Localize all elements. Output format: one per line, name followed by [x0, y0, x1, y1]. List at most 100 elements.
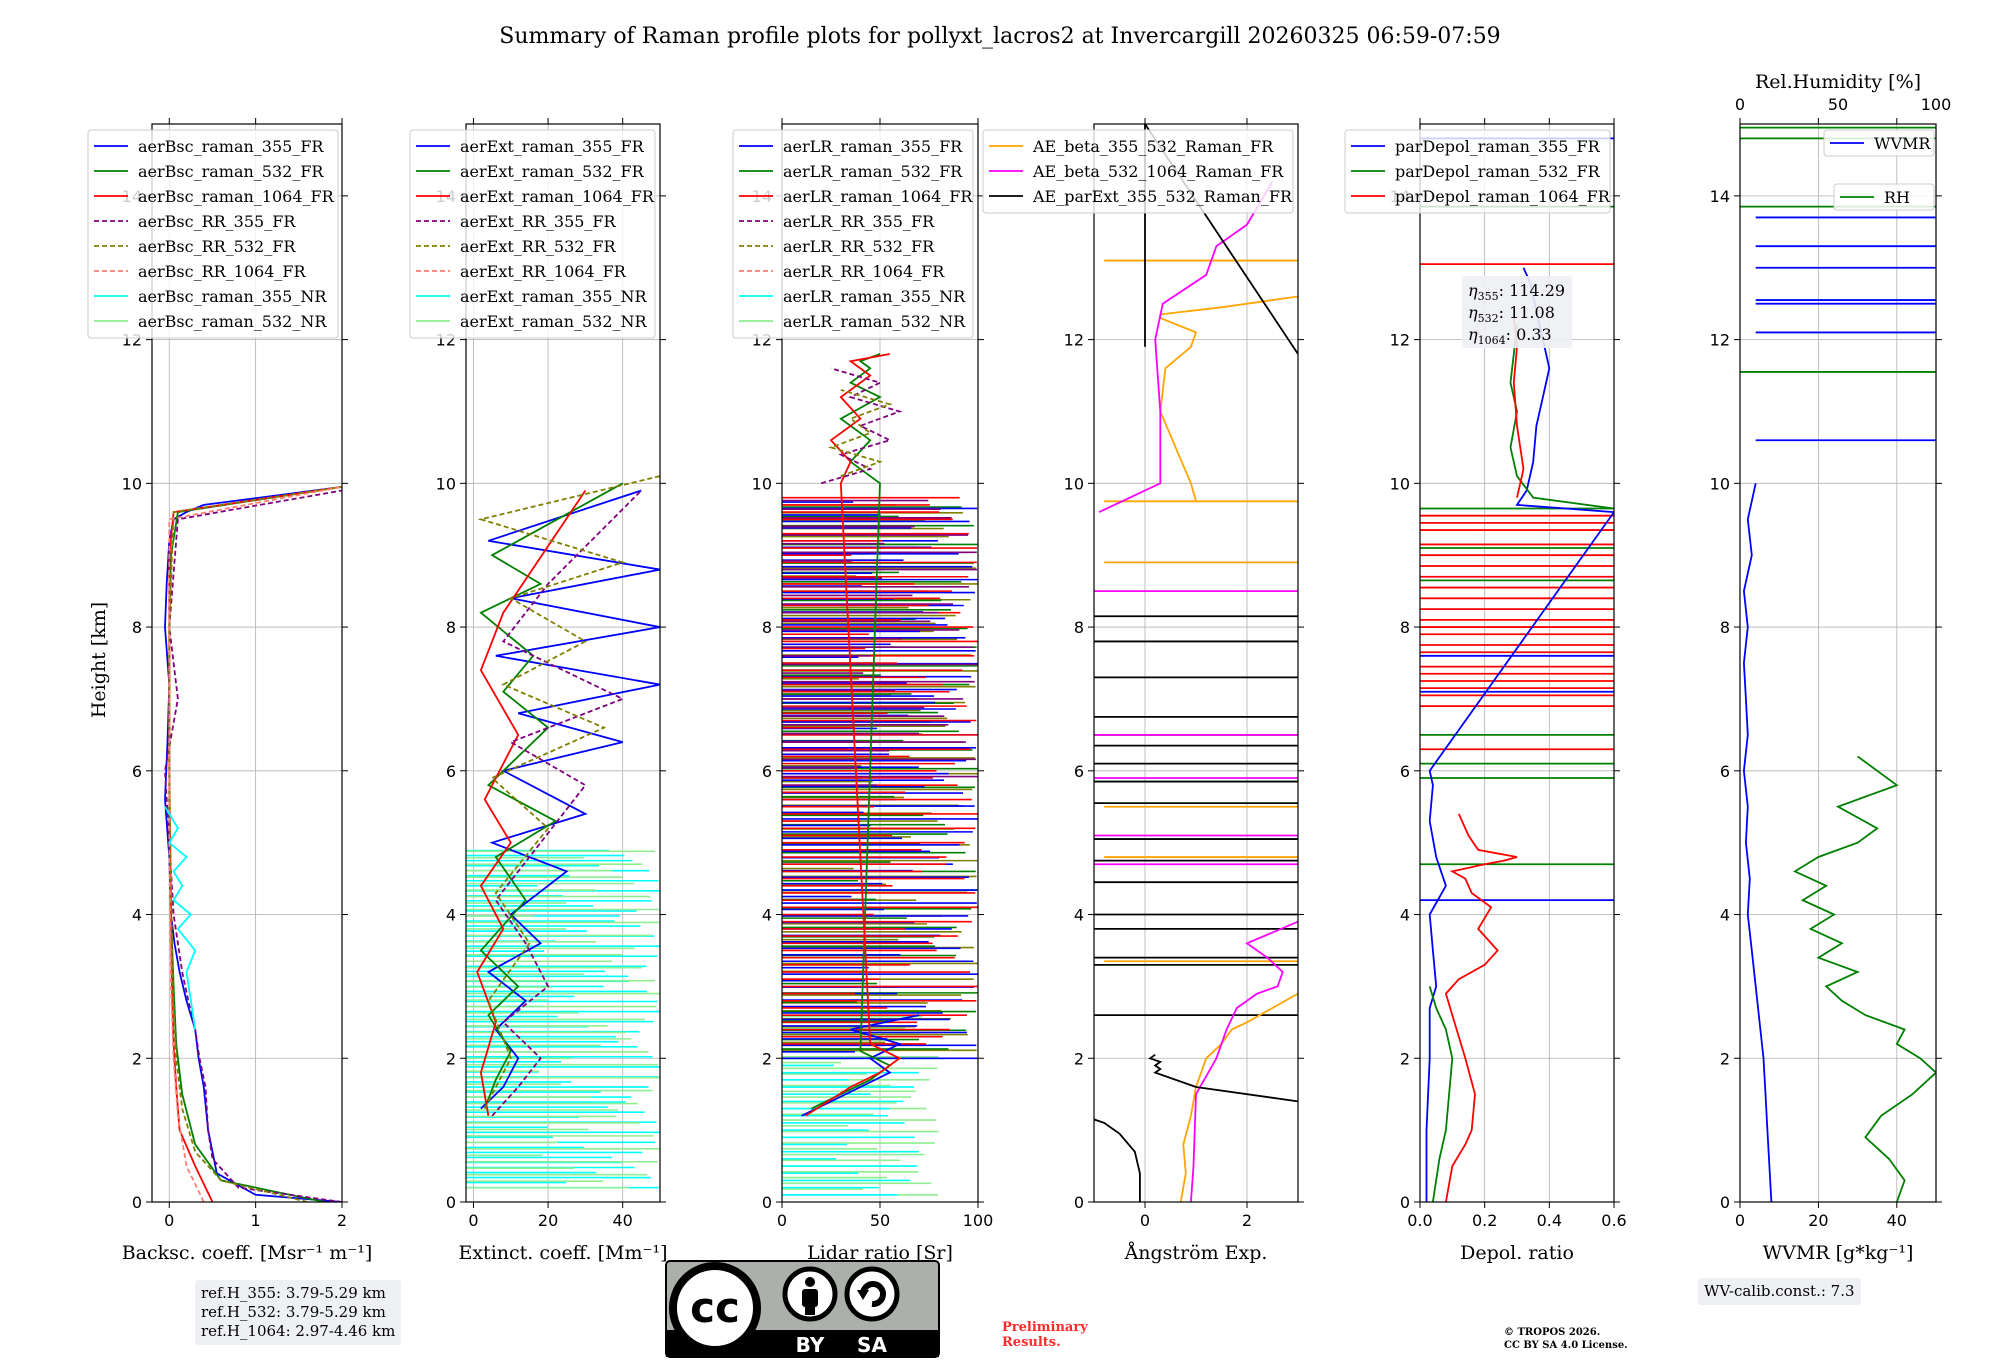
- y-tick-label: 14: [1710, 187, 1730, 206]
- cc-by-sa-badge: cc BY SA: [665, 1260, 940, 1358]
- y-tick-label: 12: [1064, 331, 1084, 350]
- legend-label: AE_parExt_355_532_Raman_FR: [1032, 187, 1293, 206]
- y-tick-label: 10: [122, 474, 142, 493]
- plot-area-wv: [1740, 126, 1936, 1202]
- plot-area-lr: [782, 353, 978, 1196]
- legend-label: aerLR_raman_355_FR: [783, 137, 963, 156]
- legend-label: aerExt_raman_532_NR: [460, 312, 648, 331]
- y-tick-label: 0: [446, 1193, 456, 1212]
- top-axis-label: Rel.Humidity [%]: [1755, 71, 1921, 93]
- series-aerExt_RR_355_FR: [491, 489, 642, 1117]
- series-aerBsc_RR_1064_FR: [168, 486, 342, 1202]
- legend-box-ae: [982, 129, 1294, 214]
- legend-box-WVMR: [1823, 129, 1935, 157]
- series-parDepol_raman_355_FR: [1425, 267, 1614, 1202]
- legend-label: AE_beta_355_532_Raman_FR: [1032, 137, 1274, 156]
- y-tick-label: 4: [132, 906, 142, 925]
- y-tick-label: 6: [446, 762, 456, 781]
- x-tick-label: 100: [963, 1211, 994, 1230]
- legend-box-depol: [1344, 129, 1611, 214]
- series-AE_beta_355_532_Raman_FR: [1159, 295, 1298, 502]
- panels: 0 12 0 2 4 6 8 10 12 14 Backsc. coeff. [Msr⁻¹ m⁻¹]…: [87, 71, 1952, 1264]
- x-axis-label-bsc: Backsc. coeff. [Msr⁻¹ m⁻¹]: [122, 1242, 373, 1264]
- grid-ae: [1094, 124, 1298, 1203]
- series-RH: [1792, 755, 1936, 1202]
- legend-label: aerLR_raman_1064_FR: [783, 187, 973, 206]
- legend-box-lr: [732, 129, 974, 339]
- preliminary-line-2: Results.: [1002, 1335, 1061, 1350]
- y-tick-label: 6: [1400, 762, 1410, 781]
- wv-calib-text: WV-calib.const.: 7.3: [1704, 1282, 1855, 1300]
- legend-label: aerBsc_raman_355_NR: [138, 287, 327, 306]
- legend-label: aerExt_raman_355_FR: [460, 137, 645, 156]
- legend-label: aerLR_raman_355_NR: [783, 287, 966, 306]
- legend-label: AE_beta_532_1064_Raman_FR: [1032, 162, 1284, 181]
- x-tick-label: 20: [1808, 1211, 1828, 1230]
- legend-label: parDepol_raman_355_FR: [1395, 137, 1601, 156]
- legend-box-ext: [409, 129, 656, 339]
- y-tick-label: 0: [762, 1193, 772, 1212]
- series-aerLR_RR_355_FR: [820, 367, 903, 485]
- x-tick-label: 40: [1887, 1211, 1907, 1230]
- series-AE_beta_355_532_Raman_FR: [1179, 992, 1298, 1202]
- y-axis-label: Height [km]: [88, 602, 110, 718]
- x-tick-label: 0.0: [1407, 1211, 1432, 1230]
- legend-label: aerLR_RR_532_FR: [783, 237, 935, 256]
- copyright-line-1: © TROPOS 2026.: [1504, 1327, 1601, 1338]
- x-tick-label: 50: [870, 1211, 890, 1230]
- y-tick-label: 0: [132, 1193, 142, 1212]
- y-tick-label: 8: [762, 618, 772, 637]
- series-aerLR_raman_532_FR: [811, 353, 892, 1110]
- x-tick-label: 0.6: [1601, 1211, 1626, 1230]
- series-parDepol_raman_532_FR: [1428, 986, 1454, 1202]
- reference-height-box: ref.H_355: 3.79-5.29 km ref.H_532: 3.79-…: [195, 1280, 402, 1345]
- y-tick-label: 12: [1710, 331, 1730, 350]
- sa-share-icon: [844, 1266, 900, 1322]
- series-aerExt_RR_532_FR: [477, 475, 660, 1110]
- y-tick-label: 2: [1400, 1049, 1410, 1068]
- axes-frame-bsc: [151, 123, 343, 1203]
- copyright-line-2: CC BY SA 4.0 License.: [1504, 1340, 1628, 1351]
- y-tick-label: 8: [1400, 618, 1410, 637]
- y-tick-label: 10: [436, 474, 456, 493]
- cc-logo-text: cc: [690, 1283, 740, 1332]
- x-tick-label: 0: [164, 1211, 174, 1230]
- x-tick-label: 0.2: [1472, 1211, 1497, 1230]
- by-label: BY: [796, 1333, 825, 1357]
- y-tick-label: 6: [1074, 762, 1084, 781]
- series-AE_beta_532_1064_Raman_FR: [1190, 920, 1298, 1202]
- x-axis-label-depol: Depol. ratio: [1460, 1242, 1574, 1264]
- plot-area-bsc: [164, 486, 342, 1202]
- x-tick-label: 0: [468, 1211, 478, 1230]
- x-tick-label: 0: [1140, 1211, 1150, 1230]
- legend-label: aerBsc_RR_355_FR: [138, 212, 296, 231]
- legend-label: WVMR: [1874, 134, 1931, 153]
- y-tick-label: 0: [1074, 1193, 1084, 1212]
- axes-frame-ae: [1093, 123, 1299, 1203]
- eta-1064: η1064: 0.33: [1468, 325, 1552, 347]
- axes-frame-ext: [465, 123, 661, 1203]
- ref-h-532: ref.H_532: 3.79-5.29 km: [201, 1303, 386, 1321]
- y-tick-label: 12: [1390, 331, 1410, 350]
- series-aerBsc_raman_355_NR: [164, 806, 197, 1030]
- legend-label: parDepol_raman_1064_FR: [1395, 187, 1611, 206]
- y-tick-label: 10: [1390, 474, 1410, 493]
- y-tick-label: 4: [1074, 906, 1084, 925]
- series-AE_parExt_355_532_Raman_FR: [1148, 1053, 1298, 1103]
- top-tick-label: 0: [1735, 95, 1745, 114]
- panel-wv: 0 20 40 0 2 4 6 8 10 12 14 WVMR [g*kg⁻¹] 0 50 100Rel.H…: [1710, 71, 1952, 1264]
- x-axis-label-lr: Lidar ratio [Sr]: [807, 1242, 953, 1264]
- legend-label: aerBsc_RR_1064_FR: [138, 262, 307, 281]
- legend-label: aerLR_raman_532_NR: [783, 312, 966, 331]
- y-tick-label: 2: [1720, 1049, 1730, 1068]
- legend-label: aerExt_raman_1064_FR: [460, 187, 655, 206]
- eta-532: η532: 11.08: [1468, 303, 1555, 325]
- y-tick-label: 10: [1064, 474, 1084, 493]
- plot-area-ae: [1094, 124, 1298, 1202]
- y-tick-label: 2: [132, 1049, 142, 1068]
- ref-h-355: ref.H_355: 3.79-5.29 km: [201, 1284, 386, 1302]
- legend-label: aerExt_raman_532_FR: [460, 162, 645, 181]
- series-parDepol_raman_532_FR: [1509, 325, 1614, 510]
- y-tick-label: 0: [1720, 1193, 1730, 1212]
